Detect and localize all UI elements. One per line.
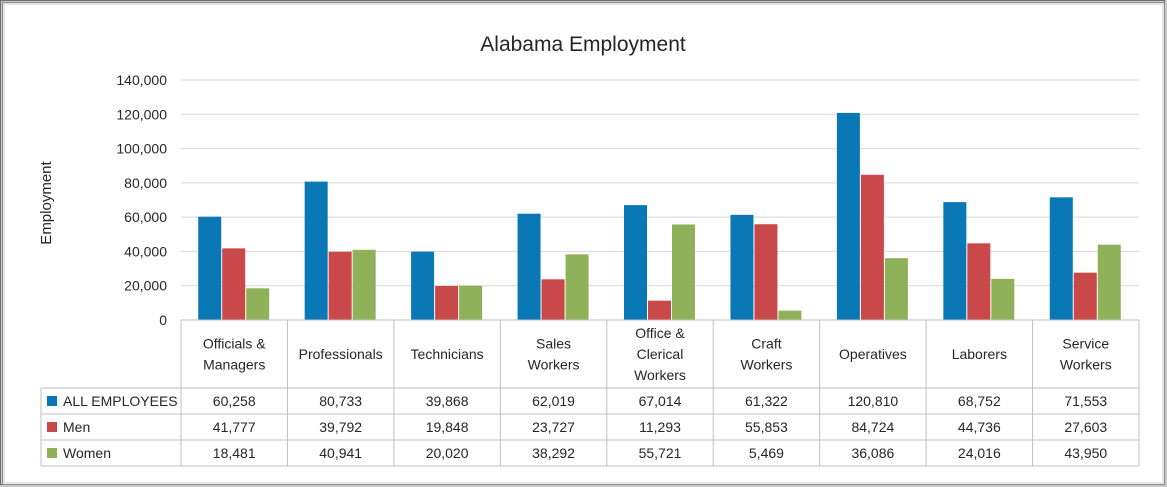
legend-key [47, 448, 57, 458]
bar [222, 248, 246, 320]
bar [541, 279, 565, 320]
y-axis-label: Employment [38, 160, 55, 244]
y-tick-label: 0 [159, 312, 167, 328]
bar [411, 251, 435, 320]
bar [836, 112, 860, 320]
table-cell-value: 61,322 [745, 393, 788, 409]
category-label: Workers [741, 357, 793, 373]
bar [1049, 197, 1073, 320]
bar [884, 258, 908, 320]
y-tick-label: 120,000 [116, 106, 167, 122]
bar [304, 181, 328, 320]
y-tick-label: 100,000 [116, 141, 167, 157]
category-label: Craft [751, 336, 781, 352]
category-label: Workers [1060, 357, 1112, 373]
category-label: Officials & [203, 336, 266, 352]
y-tick-label: 80,000 [124, 175, 167, 191]
table-cell-value: 55,853 [745, 419, 788, 435]
legend-key [47, 396, 57, 406]
bar [565, 254, 589, 320]
category-label: Professionals [299, 346, 383, 362]
bar [459, 285, 483, 320]
series-name: Men [63, 419, 90, 435]
bar [624, 205, 647, 320]
bar [730, 214, 754, 320]
y-axis-ticks: 0 20,000 40,000 60,000 80,000 100,000 120,000 1… [116, 72, 167, 328]
category-label: Sales [536, 336, 571, 352]
category-label: Clerical [637, 346, 684, 362]
table-cell-value: 40,941 [319, 445, 362, 461]
table-cell-value: 38,292 [532, 445, 575, 461]
category-label: Workers [634, 367, 686, 383]
table-cell-value: 39,792 [319, 419, 362, 435]
category-label: Workers [528, 357, 580, 373]
bar [517, 213, 541, 320]
table-cell-value: 18,481 [213, 445, 256, 461]
category-label: Operatives [839, 346, 907, 362]
table-cell-value: 120,810 [848, 393, 899, 409]
legend-key [47, 422, 57, 432]
bar [328, 251, 352, 320]
table-cell-value: 67,014 [639, 393, 682, 409]
series-name: Women [63, 445, 111, 461]
bar [967, 243, 991, 320]
table-cell-value: 44,736 [958, 419, 1001, 435]
y-tick-label: 20,000 [124, 278, 167, 294]
series-name: ALL EMPLOYEES [63, 393, 178, 409]
category-label: Managers [203, 357, 265, 373]
bar [648, 300, 671, 320]
data-table: Officials & Managers Professionals Technici… [40, 319, 1140, 467]
table-cell-value: 62,019 [532, 393, 575, 409]
bars [198, 112, 1121, 320]
category-label: Office & [635, 325, 685, 341]
table-cell-value: 27,603 [1064, 419, 1107, 435]
table-cell-value: 80,733 [319, 393, 362, 409]
table-cell-value: 36,086 [851, 445, 894, 461]
table-cell-value: 20,020 [426, 445, 469, 461]
table-cell-value: 5,469 [749, 445, 784, 461]
chart-svg: Alabama Employment Employment 0 20,000 40,… [38, 33, 1140, 467]
bar [860, 174, 884, 320]
bar [754, 224, 778, 320]
table-cell-value: 55,721 [639, 445, 682, 461]
table-cell-value: 84,724 [851, 419, 894, 435]
category-label: Technicians [411, 346, 484, 362]
chart-title: Alabama Employment [480, 33, 686, 56]
table-cell-value: 11,293 [639, 419, 681, 435]
bar [778, 310, 802, 320]
table-cell-value: 41,777 [213, 419, 256, 435]
bar [435, 285, 459, 320]
category-label: Service [1062, 336, 1109, 352]
table-cell-value: 71,553 [1064, 393, 1107, 409]
table-cell-value: 23,727 [532, 419, 575, 435]
bar [991, 278, 1015, 320]
bar [1097, 244, 1121, 320]
bar [352, 249, 376, 320]
y-tick-label: 140,000 [116, 72, 167, 88]
bar [246, 288, 270, 320]
table-cell-value: 43,950 [1064, 445, 1107, 461]
table-cell-value: 39,868 [426, 393, 469, 409]
category-label: Laborers [952, 346, 1007, 362]
bar [672, 224, 695, 320]
table-cell-value: 19,848 [426, 419, 469, 435]
y-tick-label: 60,000 [124, 209, 167, 225]
bar [1073, 272, 1097, 320]
table-cell-value: 68,752 [958, 393, 1001, 409]
bar [943, 202, 967, 320]
y-tick-label: 40,000 [124, 243, 167, 259]
table-cell-value: 60,258 [213, 393, 256, 409]
table-cell-value: 24,016 [958, 445, 1001, 461]
bar [198, 216, 222, 320]
